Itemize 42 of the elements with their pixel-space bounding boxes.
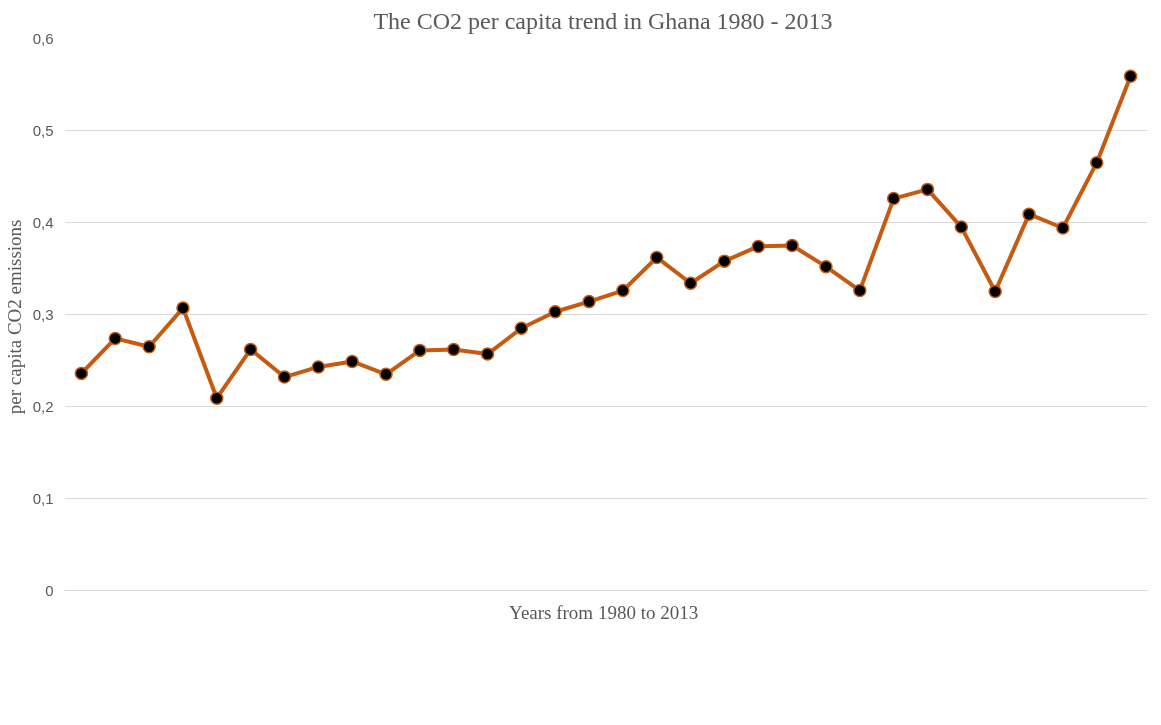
point (853, 283, 867, 298)
point (1123, 69, 1138, 83)
point (1022, 207, 1036, 221)
point (717, 254, 732, 268)
point (108, 331, 123, 346)
point (751, 239, 766, 254)
y-tick-label: 0 (45, 581, 54, 599)
point (988, 284, 1002, 299)
point (446, 342, 461, 357)
point (379, 367, 393, 382)
point (243, 342, 258, 357)
point (920, 182, 935, 197)
point (683, 276, 698, 290)
point (1056, 221, 1070, 235)
point (514, 321, 529, 336)
point (210, 391, 224, 405)
point (616, 283, 630, 298)
point (548, 305, 562, 319)
y-tick-label: 0,6 (32, 29, 54, 47)
point (345, 354, 359, 369)
point (74, 366, 89, 381)
y-tick-label: 0,2 (32, 397, 54, 415)
point (582, 294, 596, 309)
point (785, 238, 799, 253)
y-tick-label: 0,4 (32, 213, 54, 231)
point (311, 360, 326, 374)
y-axis-title: per capita CO2 emissions (3, 219, 25, 415)
point (413, 343, 427, 358)
chart-title: The CO2 per capita trend in Ghana 1980 - 2013 (373, 7, 833, 34)
point (650, 250, 664, 265)
point (886, 191, 901, 206)
point (819, 259, 833, 274)
point (954, 220, 969, 234)
point (480, 347, 495, 361)
x-axis-title: Years from 1980 to 2013 (509, 601, 699, 623)
y-tick-label: 0,5 (32, 121, 54, 139)
y-tick-label: 0,1 (32, 489, 54, 507)
point (176, 301, 190, 315)
y-tick-label: 0,3 (32, 305, 54, 323)
point (142, 339, 156, 354)
point (1089, 155, 1104, 170)
point (277, 370, 292, 384)
